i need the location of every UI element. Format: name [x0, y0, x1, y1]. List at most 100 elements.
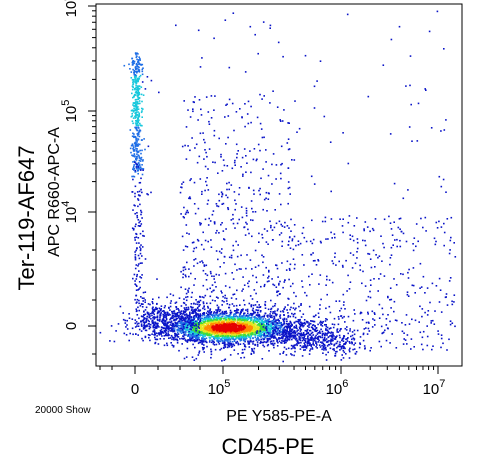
event-dot	[145, 306, 148, 309]
event-dot	[240, 334, 242, 337]
event-dot	[351, 342, 353, 345]
event-dot	[172, 345, 175, 347]
event-dot	[253, 352, 255, 354]
event-dot	[183, 216, 185, 219]
event-dot	[212, 333, 214, 335]
event-dot	[194, 147, 196, 149]
event-dot	[165, 326, 168, 329]
event-dot	[195, 324, 197, 327]
event-dot	[277, 341, 279, 344]
event-dot	[242, 175, 244, 177]
event-dot	[316, 329, 319, 332]
event-dot	[276, 290, 278, 293]
event-dot	[181, 343, 183, 345]
event-dot	[240, 315, 243, 317]
event-dot	[139, 59, 141, 61]
event-dot	[306, 321, 308, 324]
event-dot	[243, 333, 246, 336]
event-dot	[137, 134, 139, 137]
event-dot	[132, 161, 134, 163]
event-dot	[216, 328, 218, 330]
event-dot	[288, 267, 291, 270]
event-dot	[221, 311, 223, 314]
event-dot	[133, 72, 135, 74]
event-dot	[192, 337, 194, 340]
event-dot	[141, 167, 143, 170]
event-dot	[140, 188, 142, 191]
event-dot	[142, 230, 144, 233]
event-dot	[238, 323, 240, 325]
event-dot	[168, 321, 171, 323]
event-dot	[279, 120, 282, 122]
event-dot	[279, 324, 281, 327]
event-dot	[197, 303, 199, 306]
event-dot	[140, 223, 143, 225]
event-dot	[175, 333, 177, 336]
event-dot	[181, 145, 184, 148]
event-dot	[131, 154, 133, 157]
event-dot	[148, 325, 150, 327]
event-dot	[253, 289, 256, 291]
event-dot	[245, 330, 247, 332]
event-dot	[253, 347, 256, 350]
event-dot	[268, 330, 270, 332]
event-dot	[259, 332, 261, 334]
event-dot	[206, 314, 208, 317]
event-dot	[135, 126, 137, 128]
event-dot	[215, 325, 218, 328]
event-dot	[139, 149, 141, 152]
event-dot	[198, 155, 201, 158]
event-dot	[144, 321, 147, 324]
event-dot	[222, 346, 225, 349]
event-dot	[207, 111, 210, 113]
event-dot	[135, 137, 137, 140]
event-dot	[281, 323, 284, 326]
event-dot	[252, 307, 254, 310]
event-dot	[221, 195, 223, 198]
event-dot	[167, 333, 169, 335]
event-dot	[137, 164, 139, 166]
event-dot	[286, 323, 289, 325]
event-dot	[222, 321, 225, 323]
event-dot	[204, 340, 207, 343]
event-dot	[167, 314, 169, 316]
event-dot	[288, 240, 290, 243]
event-dot	[137, 219, 140, 221]
event-dot	[152, 330, 154, 333]
event-dot	[189, 179, 191, 182]
event-dot	[312, 341, 315, 343]
event-dot	[135, 116, 137, 118]
event-dot	[236, 332, 239, 334]
event-dot	[185, 292, 188, 295]
event-dot	[180, 286, 182, 289]
event-dot	[135, 128, 138, 131]
event-dot	[179, 318, 181, 321]
event-dot	[133, 107, 135, 110]
event-dot	[151, 301, 154, 303]
event-dot	[285, 322, 288, 325]
event-dot	[215, 312, 217, 314]
event-dot	[255, 314, 258, 317]
event-dot	[259, 306, 261, 308]
event-dot	[141, 139, 143, 141]
event-dot	[134, 251, 136, 253]
event-dot	[235, 341, 237, 344]
event-dot	[270, 320, 272, 323]
event-dot	[290, 344, 293, 347]
event-dot	[261, 321, 264, 323]
event-dot	[156, 308, 158, 310]
event-dot	[200, 334, 203, 336]
event-dot	[259, 310, 262, 313]
event-dot	[256, 332, 258, 334]
event-dot	[237, 317, 240, 320]
event-dot	[284, 339, 286, 342]
event-dot	[258, 241, 260, 243]
event-dot	[174, 302, 177, 304]
event-dot	[286, 339, 289, 341]
event-dot	[225, 322, 228, 324]
event-dot	[232, 321, 235, 323]
event-dot	[148, 323, 150, 325]
event-dot	[306, 321, 309, 323]
event-dot	[245, 309, 247, 311]
event-dot	[184, 328, 187, 331]
